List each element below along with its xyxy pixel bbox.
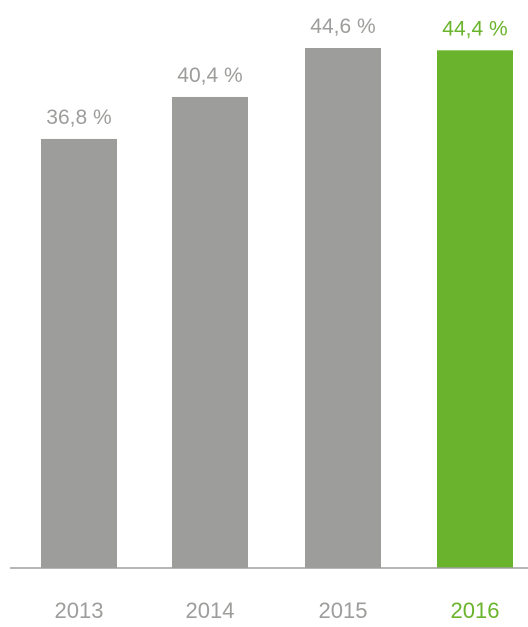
- value-label-2015: 44,6 %: [310, 15, 375, 38]
- value-label-2013: 36,8 %: [46, 106, 111, 129]
- bar-2014: [172, 96, 248, 568]
- category-label-2015: 2015: [319, 598, 368, 622]
- value-label-2016: 44,4 %: [442, 17, 507, 40]
- value-label-2014: 40,4 %: [177, 64, 242, 87]
- category-label-2016: 2016: [451, 598, 500, 622]
- category-labels-layer: 2013 2014 2015 2016: [55, 598, 500, 623]
- bar-2015: [305, 48, 381, 568]
- bar-2016: [437, 50, 513, 568]
- category-label-2013: 2013: [55, 598, 104, 622]
- category-label-2014: 2014: [186, 598, 235, 622]
- value-labels-layer: 36,8 % 40,4 % 44,6 % 44,4 %: [46, 15, 507, 129]
- bars-layer: [41, 48, 513, 568]
- bar-2013: [41, 138, 117, 568]
